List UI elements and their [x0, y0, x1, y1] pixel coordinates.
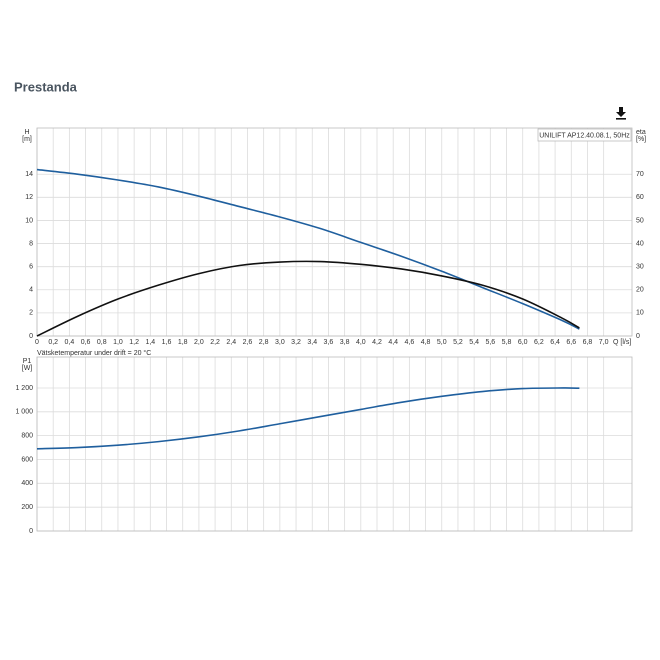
- x-tick-label: 2,0: [194, 339, 204, 346]
- plot-frame: [36, 127, 633, 337]
- y-tick-label: 2: [29, 310, 33, 317]
- x-tick-label: 1,6: [162, 339, 172, 346]
- y2-tick-label: 60: [636, 194, 644, 201]
- page-title: Prestanda: [14, 79, 78, 94]
- x-tick-label: 3,8: [340, 339, 350, 346]
- curve: [36, 260, 580, 337]
- legend-box: [537, 128, 632, 142]
- y-axis-unit: [W]: [22, 365, 33, 372]
- y-tick-label: 200: [21, 504, 33, 511]
- y-tick-label: 4: [29, 287, 33, 294]
- y2-axis-label: eta: [636, 129, 646, 136]
- y-tick-label: 600: [21, 456, 33, 463]
- y-tick-label: 12: [25, 194, 33, 201]
- legend-label: UNILIFT AP12.40.08.1, 50Hz: [539, 132, 630, 139]
- x-tick-label: 6,6: [566, 339, 576, 346]
- x-tick-label: 1,8: [178, 339, 188, 346]
- x-tick-label: 6,8: [583, 339, 593, 346]
- x-tick-label: 4,8: [421, 339, 431, 346]
- y2-tick-label: 30: [636, 264, 644, 271]
- y2-tick-label: 10: [636, 310, 644, 317]
- y2-tick-label: 70: [636, 171, 644, 178]
- annotation: Vätsketemperatur under drift = 20 °C: [37, 349, 151, 357]
- x-tick-label: 2,6: [243, 339, 253, 346]
- x-tick-label: 1,2: [129, 339, 139, 346]
- y-tick-label: 6: [29, 264, 33, 271]
- x-tick-label: 0,2: [48, 339, 58, 346]
- x-tick-label: 7,0: [599, 339, 609, 346]
- x-tick-label: 0,6: [81, 339, 91, 346]
- y-tick-label: 1 200: [15, 385, 33, 392]
- x-tick-label: 1,0: [113, 339, 123, 346]
- x-tick-label: 2,2: [210, 339, 220, 346]
- x-tick-label: 4,6: [405, 339, 415, 346]
- y2-tick-label: 0: [636, 333, 640, 340]
- y2-tick-label: 20: [636, 287, 644, 294]
- x-tick-label: 3,2: [291, 339, 301, 346]
- x-tick-label: 4,4: [388, 339, 398, 346]
- x-tick-label: 2,8: [259, 339, 269, 346]
- y2-tick-label: 40: [636, 240, 644, 247]
- y2-tick-label: 50: [636, 217, 644, 224]
- download-arrow[interactable]: [616, 107, 626, 117]
- plot-frame: [36, 356, 633, 532]
- y-tick-label: 0: [29, 528, 33, 535]
- x-tick-label: 5,2: [453, 339, 463, 346]
- y-tick-label: 1 000: [15, 409, 33, 416]
- x-tick-label: 3,0: [275, 339, 285, 346]
- y-tick-label: 800: [21, 433, 33, 440]
- curve: [36, 387, 580, 450]
- x-axis-label: Q [l/s]: [613, 339, 631, 346]
- x-tick-label: 0,8: [97, 339, 107, 346]
- x-tick-label: 3,4: [307, 339, 317, 346]
- y-tick-label: 400: [21, 480, 33, 487]
- x-tick-label: 4,2: [372, 339, 382, 346]
- y-tick-label: 10: [25, 217, 33, 224]
- x-tick-label: 3,6: [324, 339, 334, 346]
- y-tick-label: 8: [29, 240, 33, 247]
- x-tick-label: 5,0: [437, 339, 447, 346]
- download-icon[interactable]: [616, 107, 626, 120]
- x-tick-label: 0: [35, 339, 39, 346]
- x-tick-label: 5,6: [485, 339, 495, 346]
- y-axis-unit: [m]: [22, 136, 32, 143]
- download-bar[interactable]: [616, 118, 626, 120]
- x-tick-label: 1,4: [145, 339, 155, 346]
- x-tick-label: 6,0: [518, 339, 528, 346]
- y-tick-label: 14: [25, 171, 33, 178]
- x-tick-label: 2,4: [226, 339, 236, 346]
- y-tick-label: 0: [29, 333, 33, 340]
- curve: [36, 168, 580, 330]
- y2-axis-unit: [%]: [636, 136, 646, 143]
- x-tick-label: 0,4: [65, 339, 75, 346]
- x-tick-label: 5,4: [469, 339, 479, 346]
- x-tick-label: 6,2: [534, 339, 544, 346]
- x-tick-label: 4,0: [356, 339, 366, 346]
- x-tick-label: 5,8: [502, 339, 512, 346]
- y-axis-label: P1: [23, 358, 32, 365]
- y-axis-label: H: [24, 129, 29, 136]
- x-tick-label: 6,4: [550, 339, 560, 346]
